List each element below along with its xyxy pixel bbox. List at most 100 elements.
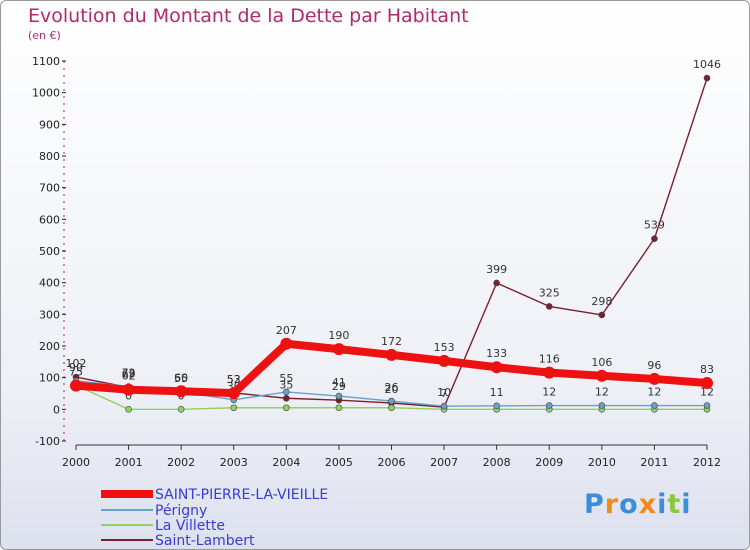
data-label: 75 [69,366,83,379]
legend-label: SAINT-PIERRE-LA-VIEILLE [155,487,329,503]
y-tick-label: 100 [39,372,60,385]
data-point [493,279,500,287]
x-tick-label: 2000 [62,456,90,469]
data-label: 55 [174,372,188,385]
data-point [440,402,448,410]
data-label: 102 [66,357,87,370]
data-label: 190 [328,329,349,342]
data-point [598,311,606,319]
proxiti-logo: Proxiti [584,489,692,520]
data-point [177,406,185,413]
legend-swatch [101,524,153,526]
x-tick-label: 2004 [272,456,300,469]
data-label: 52 [227,373,241,386]
data-label: 133 [486,347,507,360]
legend-swatch [101,509,153,511]
data-label: 60 [174,371,188,384]
data-point [493,402,500,410]
data-point [332,343,345,356]
data-point [335,404,343,412]
data-label: 539 [644,219,665,232]
data-point [335,392,343,400]
logo-letter: o [619,489,639,520]
data-point [648,372,661,385]
data-label: 12 [542,386,556,399]
data-label: 41 [332,376,346,389]
data-label: 106 [591,356,612,369]
data-point [701,377,713,390]
data-label: 55 [174,372,188,385]
data-point [122,383,135,396]
legend-swatch [101,539,153,541]
y-tick-label: 900 [39,118,60,131]
data-point [388,404,395,412]
data-label: 35 [279,378,293,391]
logo-letter: P [584,489,605,520]
data-label: 298 [591,295,612,308]
data-label: 12 [595,386,609,399]
y-tick-label: 700 [39,182,60,195]
legend-label: Périgny [155,503,208,519]
data-point [175,385,188,398]
x-tick-label: 2010 [588,456,616,469]
data-label: 325 [539,286,560,299]
x-tick-label: 2002 [167,456,195,469]
data-label: 12 [700,386,714,399]
data-label: 26 [385,381,399,394]
data-point [543,366,556,379]
data-point [703,402,711,409]
y-tick-label: 600 [39,213,60,226]
x-tick-label: 2001 [115,456,143,469]
y-tick-label: 1000 [32,87,60,100]
data-label: 10 [437,386,451,399]
x-tick-label: 2012 [693,456,721,469]
chart-title: Evolution du Montant de la Dette par Hab… [28,5,469,27]
data-label: 62 [122,370,136,383]
y-tick-label: -100 [35,435,60,448]
data-point [438,354,451,367]
data-point [388,397,395,405]
data-point [545,303,553,310]
x-tick-label: 2007 [430,456,458,469]
data-point [283,404,290,412]
data-label: 1046 [693,58,721,71]
logo-letter: i [681,489,692,520]
data-label: 90 [69,361,83,374]
x-tick-label: 2008 [483,456,511,469]
data-point [651,235,658,242]
data-label: 12 [647,386,661,399]
y-tick-label: 200 [39,340,60,353]
data-label: 0 [125,389,132,402]
y-tick-label: 1100 [32,55,60,68]
x-tick-label: 2005 [325,456,353,469]
data-point [595,369,608,382]
data-label: 116 [539,353,560,366]
data-label: 11 [490,386,504,399]
x-tick-label: 2003 [220,456,248,469]
logo-letter: i [657,489,668,520]
legend-swatch [101,490,153,498]
chart-unit: (en €) [28,29,61,42]
logo-letter: r [604,489,620,520]
data-label: 29 [332,380,346,393]
y-tick-label: 800 [39,150,60,163]
data-point [545,402,553,409]
logo-letter: x [638,489,658,520]
data-label: 83 [700,363,714,376]
data-label: 399 [486,263,507,276]
y-tick-label: 0 [53,403,60,416]
data-point [703,74,711,82]
data-point [283,394,290,402]
x-tick-label: 2009 [535,456,563,469]
data-point [70,379,82,392]
data-label: 172 [381,335,402,348]
x-tick-label: 2011 [640,456,668,469]
x-tick-label: 2006 [378,456,406,469]
data-label: 69 [122,367,136,380]
y-tick-label: 300 [39,308,60,321]
y-tick-label: 500 [39,245,60,258]
legend-label: Saint-Lambert [155,533,255,549]
data-point [598,402,606,409]
data-label: 207 [276,324,297,337]
